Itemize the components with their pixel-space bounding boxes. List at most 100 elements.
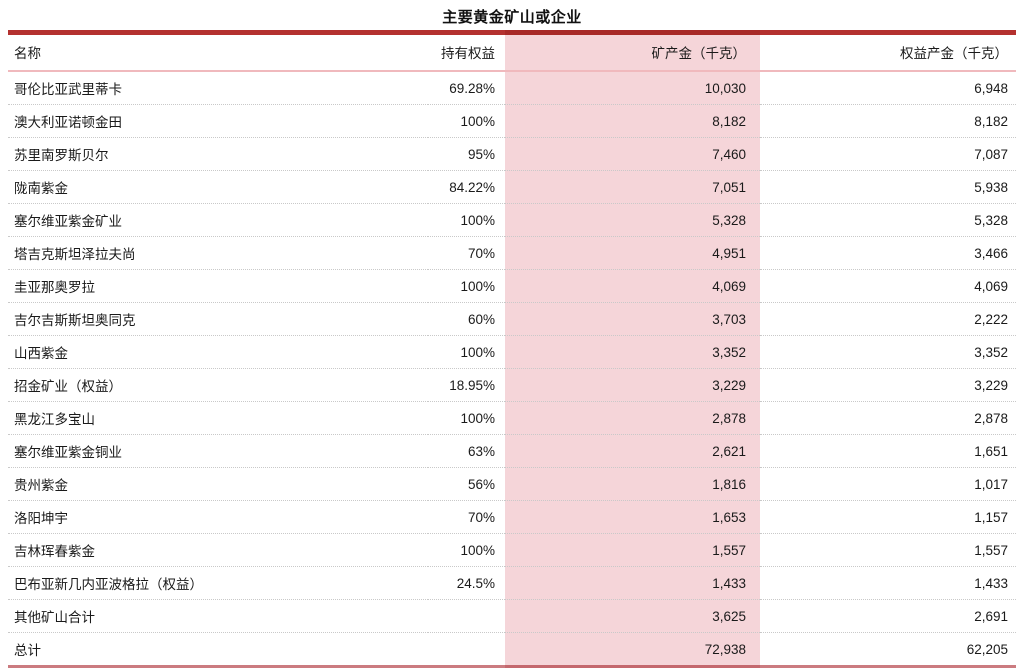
cell-equity: 69.28% [428,71,505,105]
table-row: 陇南紫金 84.22% 7,051 5,938 [8,170,1016,204]
column-header-name: 名称 [8,35,428,72]
cell-gold-output: 1,557 [505,533,760,567]
cell-mine-name: 巴布亚新几内亚波格拉（权益） [8,566,428,600]
cell-gold-output: 3,352 [505,335,760,369]
cell-gold-output: 2,621 [505,434,760,468]
cell-attributable-gold: 5,938 [760,170,1016,204]
cell-attributable-gold: 3,229 [760,368,1016,402]
table-row: 其他矿山合计 3,625 2,691 [8,599,1016,633]
cell-gold-output: 7,460 [505,137,760,171]
cell-attributable-gold: 2,222 [760,302,1016,336]
table-top-rule [8,30,1016,35]
table-row: 巴布亚新几内亚波格拉（权益） 24.5% 1,433 1,433 [8,566,1016,600]
cell-equity: 18.95% [428,368,505,402]
table-row: 吉尔吉斯斯坦奥同克 60% 3,703 2,222 [8,302,1016,336]
table-header: 名称 持有权益 矿产金（千克） 权益产金（千克） [8,35,1016,72]
cell-mine-name: 其他矿山合计 [8,599,428,633]
cell-mine-name: 苏里南罗斯贝尔 [8,137,428,171]
cell-equity: 56% [428,467,505,501]
table-row: 澳大利亚诺顿金田 100% 8,182 8,182 [8,104,1016,138]
cell-attributable-gold: 3,352 [760,335,1016,369]
cell-mine-name: 黑龙江多宝山 [8,401,428,435]
table-top-rule-highlight-segment [505,30,760,35]
main-gold-mines-table-wrapper: 名称 持有权益 矿产金（千克） 权益产金（千克） 哥伦比亚武里蒂卡 69.28%… [8,30,1016,668]
cell-equity: 100% [428,401,505,435]
cell-mine-name: 塔吉克斯坦泽拉夫尚 [8,236,428,270]
cell-mine-name: 招金矿业（权益） [8,368,428,402]
table-row: 招金矿业（权益） 18.95% 3,229 3,229 [8,368,1016,402]
table-row: 山西紫金 100% 3,352 3,352 [8,335,1016,369]
table-row: 洛阳坤宇 70% 1,653 1,157 [8,500,1016,534]
cell-attributable-gold: 2,878 [760,401,1016,435]
cell-mine-name: 陇南紫金 [8,170,428,204]
cell-gold-output: 4,951 [505,236,760,270]
cell-mine-name: 吉尔吉斯斯坦奥同克 [8,302,428,336]
page-title: 主要黄金矿山或企业 [442,9,582,26]
cell-equity: 84.22% [428,170,505,204]
cell-mine-name: 总计 [14,643,41,658]
cell-attributable-gold: 1,157 [760,500,1016,534]
cell-attributable-gold: 2,691 [760,599,1016,633]
table-row: 贵州紫金 56% 1,816 1,017 [8,467,1016,501]
cell-gold-output: 4,069 [505,269,760,303]
cell-mine-name: 哥伦比亚武里蒂卡 [8,71,428,105]
column-header-gold-output: 矿产金（千克） [505,35,760,72]
cell-gold-output: 1,653 [505,500,760,534]
cell-attributable-gold: 62,205 [966,641,1008,657]
cell-equity: 100% [428,335,505,369]
cell-gold-output: 3,625 [505,599,760,633]
cell-equity [428,599,505,633]
cell-gold-output: 3,703 [505,302,760,336]
column-header-attributable-gold: 权益产金（千克） [760,35,1016,72]
cell-gold-output: 10,030 [505,71,760,105]
table-row: 黑龙江多宝山 100% 2,878 2,878 [8,401,1016,435]
cell-mine-name: 塞尔维亚紫金矿业 [8,203,428,237]
cell-gold-output: 1,816 [505,467,760,501]
cell-mine-name: 洛阳坤宇 [8,500,428,534]
column-header-equity: 持有权益 [428,35,505,72]
cell-equity: 70% [428,500,505,534]
cell-gold-output: 7,051 [505,170,760,204]
cell-equity: 63% [428,434,505,468]
cell-gold-output: 8,182 [505,104,760,138]
cell-gold-output: 2,878 [505,401,760,435]
cell-equity: 100% [428,203,505,237]
main-gold-mines-table: 名称 持有权益 矿产金（千克） 权益产金（千克） 哥伦比亚武里蒂卡 69.28%… [8,35,1016,665]
cell-attributable-gold: 8,182 [760,104,1016,138]
table-header-row: 名称 持有权益 矿产金（千克） 权益产金（千克） [8,35,1016,72]
cell-gold-output: 1,433 [505,566,760,600]
cell-attributable-gold: 3,466 [760,236,1016,270]
cell-mine-name: 塞尔维亚紫金铜业 [8,434,428,468]
table-body: 哥伦比亚武里蒂卡 69.28% 10,030 6,948 澳大利亚诺顿金田 10… [8,71,1016,665]
cell-equity: 24.5% [428,566,505,600]
cell-attributable-gold: 5,328 [760,203,1016,237]
cell-equity: 60% [428,302,505,336]
cell-mine-name: 圭亚那奥罗拉 [8,269,428,303]
cell-mine-name: 吉林珲春紫金 [8,533,428,567]
table-row: 吉林珲春紫金 100% 1,557 1,557 [8,533,1016,567]
cell-equity: 100% [428,533,505,567]
cell-attributable-gold: 6,948 [760,71,1016,105]
cell-gold-output: 5,328 [505,203,760,237]
cell-attributable-gold: 1,557 [760,533,1016,567]
cell-attributable-gold: 1,433 [760,566,1016,600]
table-row: 圭亚那奥罗拉 100% 4,069 4,069 [8,269,1016,303]
report-sheet: 主要黄金矿山或企业 名称 持有权益 矿产金（千克） 权益产金（千克） [8,9,1016,668]
cell-equity: 95% [428,137,505,171]
cell-equity: 70% [428,236,505,270]
table-row: 塞尔维亚紫金铜业 63% 2,621 1,651 [8,434,1016,468]
cell-mine-name: 山西紫金 [8,335,428,369]
table-row: 苏里南罗斯贝尔 95% 7,460 7,087 [8,137,1016,171]
cell-attributable-gold: 1,017 [760,467,1016,501]
cell-attributable-gold: 1,651 [760,434,1016,468]
table-row: 塞尔维亚紫金矿业 100% 5,328 5,328 [8,203,1016,237]
table-row: 哥伦比亚武里蒂卡 69.28% 10,030 6,948 [8,71,1016,105]
cell-equity: 100% [428,104,505,138]
cell-gold-output: 3,229 [505,368,760,402]
cell-equity [428,633,505,666]
cell-gold-output: 72,938 [704,641,746,657]
table-row: 塔吉克斯坦泽拉夫尚 70% 4,951 3,466 [8,236,1016,270]
table-total-row: 总计 72,938 62,205 [8,633,1016,666]
cell-attributable-gold: 4,069 [760,269,1016,303]
cell-mine-name: 澳大利亚诺顿金田 [8,104,428,138]
